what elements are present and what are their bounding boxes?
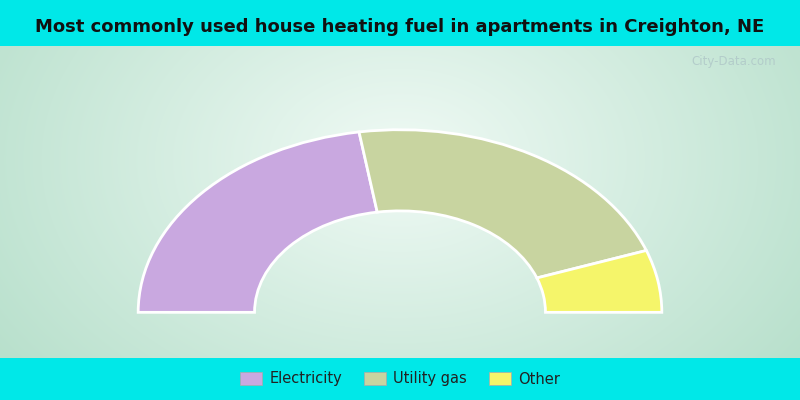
Wedge shape (537, 250, 662, 312)
Wedge shape (359, 130, 646, 278)
Text: Most commonly used house heating fuel in apartments in Creighton, NE: Most commonly used house heating fuel in… (35, 18, 765, 36)
Wedge shape (138, 132, 378, 312)
Text: City-Data.com: City-Data.com (691, 55, 776, 68)
Legend: Electricity, Utility gas, Other: Electricity, Utility gas, Other (234, 366, 566, 392)
